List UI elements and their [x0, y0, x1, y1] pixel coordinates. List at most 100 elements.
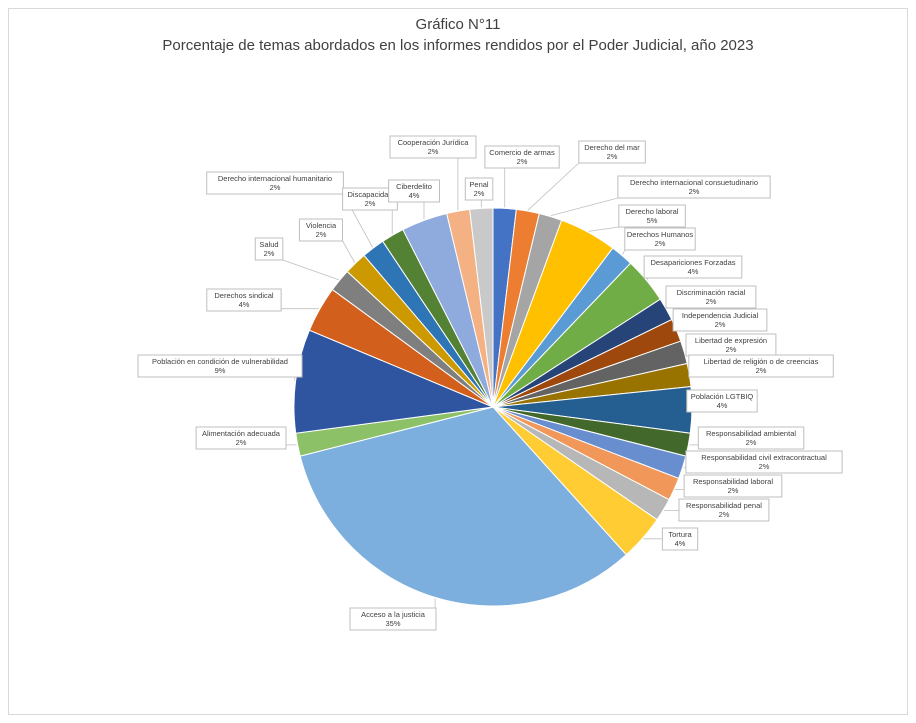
- leader-line-2: [550, 197, 619, 216]
- data-label-box-0: [484, 145, 560, 169]
- data-label-box-3: [618, 204, 686, 228]
- data-label-box-17: [195, 426, 287, 450]
- slice-label-7: Independencia Judicial: [682, 311, 759, 320]
- slice-label-9: Libertad de religión o de creencias: [704, 357, 819, 366]
- data-label-box-11: [697, 426, 805, 450]
- data-label-box-15: [661, 527, 699, 551]
- chart-subtitle: Porcentaje de temas abordados en los inf…: [162, 37, 754, 54]
- data-label-box-18: [137, 354, 303, 378]
- pie-slice-18: [293, 329, 495, 434]
- slice-label-19: Derechos sindical: [214, 291, 274, 300]
- slice-label-0: Comercio de armas: [489, 148, 555, 157]
- slice-percent-18: 9%: [215, 366, 226, 375]
- slice-percent-11: 2%: [746, 438, 757, 447]
- data-label-box-24: [388, 179, 441, 203]
- slice-percent-25: 2%: [428, 147, 439, 156]
- data-label-box-20: [254, 237, 284, 261]
- pie-slice-26: [469, 207, 494, 408]
- slice-label-23: Discapacidad: [347, 190, 392, 199]
- slice-percent-14: 2%: [719, 510, 730, 519]
- slice-label-12: Responsabilidad civil extracontractual: [701, 453, 827, 462]
- data-label-box-10: [686, 389, 758, 413]
- slice-label-18: Población en condición de vulnerabilidad: [152, 357, 288, 366]
- data-label-box-4: [624, 227, 696, 251]
- data-label-box-21: [298, 218, 343, 242]
- slice-label-2: Derecho internacional consuetudinario: [630, 178, 758, 187]
- slice-label-11: Responsabilidad ambiental: [706, 429, 796, 438]
- slice-label-14: Responsabilidad penal: [686, 501, 762, 510]
- slice-label-8: Libertad de expresión: [695, 336, 767, 345]
- data-label-box-19: [206, 288, 282, 312]
- slice-percent-16: 35%: [385, 619, 400, 628]
- slice-label-17: Alimentación adecuada: [202, 429, 281, 438]
- slice-percent-6: 2%: [706, 297, 717, 306]
- slice-percent-20: 2%: [264, 249, 275, 258]
- pie-slice-16: [299, 406, 628, 607]
- slice-label-1: Derecho del mar: [584, 143, 640, 152]
- slice-label-4: Derechos Humanos: [627, 230, 694, 239]
- slice-percent-21: 2%: [316, 230, 327, 239]
- data-label-box-5: [643, 255, 743, 279]
- slice-label-20: Salud: [259, 240, 278, 249]
- slice-label-16: Acceso a la justicia: [361, 610, 426, 619]
- slice-percent-24: 4%: [409, 191, 420, 200]
- slice-percent-13: 2%: [728, 486, 739, 495]
- slice-percent-8: 2%: [726, 345, 737, 354]
- data-label-box-12: [685, 450, 843, 474]
- slice-percent-4: 2%: [655, 239, 666, 248]
- data-label-box-16: [349, 607, 437, 631]
- slice-percent-9: 2%: [756, 366, 767, 375]
- slice-percent-23: 2%: [365, 199, 376, 208]
- data-label-box-26: [464, 177, 494, 201]
- slice-percent-22: 2%: [270, 183, 281, 192]
- slice-percent-26: 2%: [474, 189, 485, 198]
- data-label-18: Población en condición de vulnerabilidad…: [137, 354, 303, 381]
- slice-percent-5: 4%: [688, 267, 699, 276]
- data-label-box-9: [688, 354, 834, 378]
- slice-label-25: Cooperación Jurídica: [398, 138, 470, 147]
- slice-label-10: Población LGTBIQ: [691, 392, 754, 401]
- data-label-box-14: [678, 498, 770, 522]
- slice-percent-3: 5%: [647, 216, 658, 225]
- slice-label-15: Tortura: [668, 530, 692, 539]
- slice-percent-10: 4%: [717, 401, 728, 410]
- slice-percent-17: 2%: [236, 438, 247, 447]
- leader-line-4: [622, 249, 626, 255]
- slice-label-21: Violencia: [306, 221, 337, 230]
- data-label-box-2: [617, 175, 771, 199]
- slice-percent-15: 4%: [675, 539, 686, 548]
- data-label-box-22: [206, 171, 344, 195]
- leader-line-1: [527, 162, 580, 211]
- leader-line-20: [282, 259, 339, 281]
- slice-label-6: Discriminación racial: [677, 288, 746, 297]
- data-label-box-7: [672, 308, 768, 332]
- slice-label-24: Ciberdelito: [396, 182, 432, 191]
- data-label-box-13: [683, 474, 783, 498]
- slice-percent-2: 2%: [689, 187, 700, 196]
- slice-label-13: Responsabilidad laboral: [693, 477, 773, 486]
- slice-label-22: Derecho internacional humanitario: [218, 174, 332, 183]
- slice-percent-1: 2%: [607, 152, 618, 161]
- slice-percent-7: 2%: [715, 320, 726, 329]
